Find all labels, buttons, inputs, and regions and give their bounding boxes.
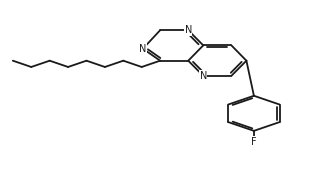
- Text: N: N: [200, 71, 207, 81]
- Text: N: N: [185, 25, 192, 35]
- Text: F: F: [251, 137, 257, 147]
- Text: N: N: [139, 44, 147, 54]
